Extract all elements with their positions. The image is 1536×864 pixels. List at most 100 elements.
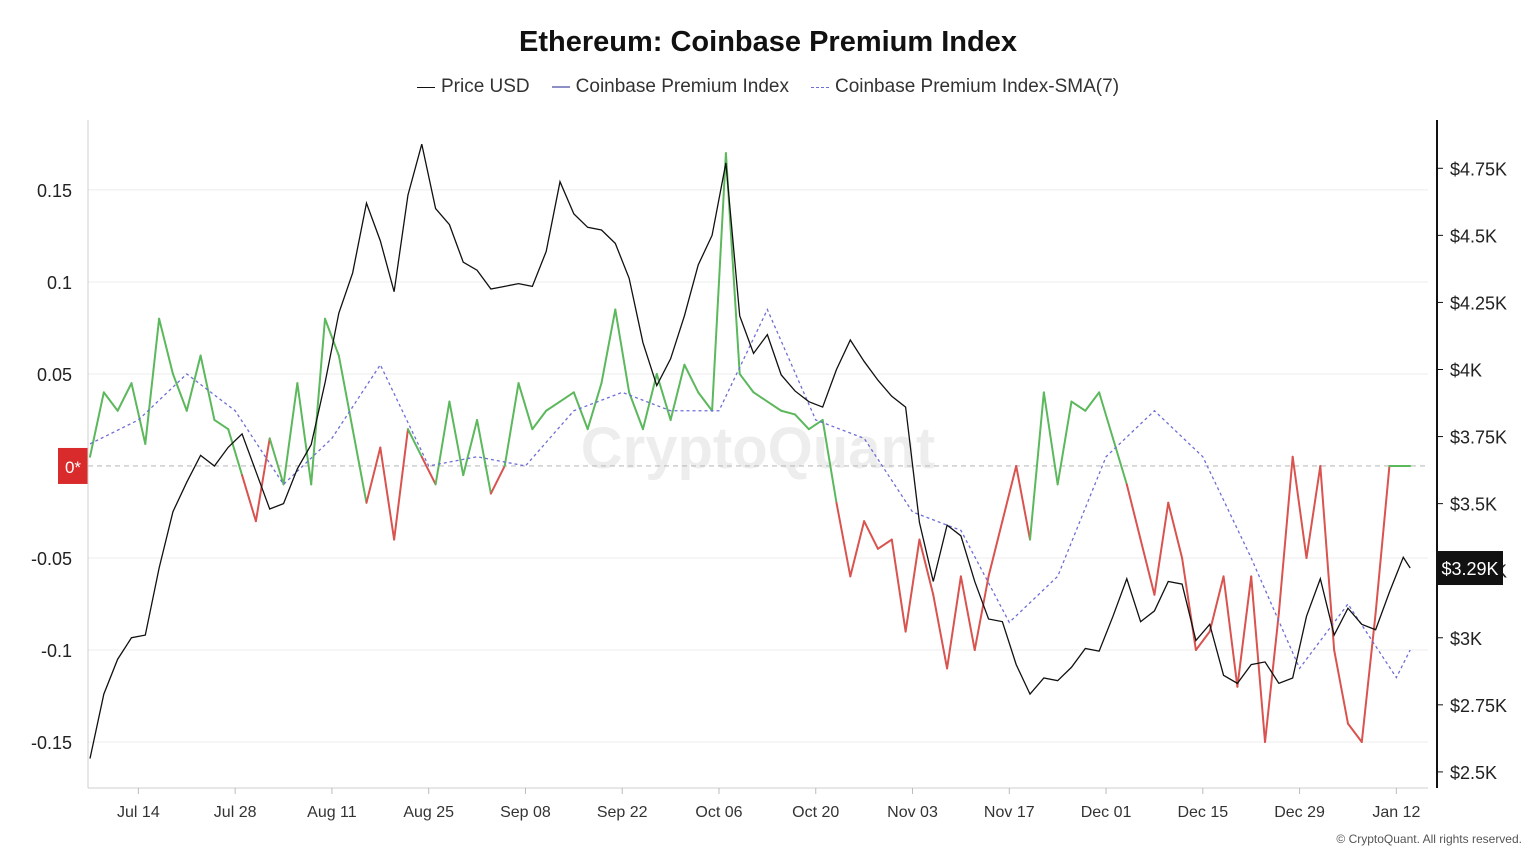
premium-segment bbox=[600, 308, 617, 385]
premium-segment bbox=[420, 455, 437, 486]
y-right-tick-label: $2.75K bbox=[1450, 696, 1507, 716]
premium-segment bbox=[1374, 464, 1391, 615]
x-tick-label: Aug 11 bbox=[307, 804, 357, 821]
premium-segment bbox=[310, 317, 327, 486]
premium-segment bbox=[102, 391, 119, 412]
y-left-tick-label: -0.15 bbox=[31, 733, 72, 753]
premium-segment bbox=[572, 391, 589, 431]
premium-segment bbox=[1250, 575, 1267, 743]
premium-segment bbox=[1070, 400, 1087, 412]
premium-segment bbox=[1125, 483, 1142, 541]
premium-segment bbox=[254, 437, 271, 523]
premium-segment bbox=[711, 152, 727, 412]
premium-segment bbox=[337, 354, 354, 431]
premium-segment bbox=[780, 409, 797, 416]
legend-label-premium: Coinbase Premium Index bbox=[575, 76, 789, 97]
premium-segment bbox=[462, 418, 479, 477]
premium-segment bbox=[752, 391, 769, 403]
copyright-footer: © CryptoQuant. All rights reserved. bbox=[1336, 832, 1522, 846]
premium-segment bbox=[932, 593, 949, 670]
x-tick-label: Aug 25 bbox=[403, 804, 454, 821]
premium-segment bbox=[1360, 612, 1377, 743]
y-left-tick-label: -0.1 bbox=[41, 641, 72, 661]
legend-swatch-price bbox=[416, 86, 435, 88]
x-tick-label: Oct 20 bbox=[792, 804, 839, 821]
premium-segment bbox=[738, 372, 755, 394]
premium-segment bbox=[683, 363, 700, 394]
premium-segment bbox=[918, 538, 935, 596]
premium-segment bbox=[641, 372, 658, 431]
premium-segment bbox=[1001, 464, 1018, 523]
premium-segment bbox=[1277, 455, 1294, 615]
legend-swatch-sma bbox=[810, 86, 829, 88]
price-line bbox=[89, 143, 1411, 759]
premium-segment bbox=[199, 354, 216, 421]
premium-segment bbox=[531, 409, 548, 431]
premium-segment bbox=[973, 575, 990, 651]
premium-segment bbox=[1181, 556, 1197, 651]
premium-segment bbox=[1333, 648, 1349, 725]
premium-segment bbox=[1056, 400, 1073, 486]
premium-segment bbox=[959, 575, 976, 651]
premium-segment bbox=[794, 413, 810, 431]
y-right-tick-label: $3K bbox=[1450, 629, 1482, 649]
premium-segment bbox=[1098, 391, 1114, 440]
premium-segment bbox=[669, 363, 686, 421]
premium-segment bbox=[1264, 612, 1280, 743]
x-tick-label: Jul 14 bbox=[117, 804, 160, 821]
legend-item-sma[interactable]: Coinbase Premium Index-SMA(7) bbox=[810, 76, 1120, 98]
premium-segment bbox=[766, 400, 783, 412]
x-tick-label: Dec 29 bbox=[1274, 804, 1325, 821]
y-left-tick-label: 0.15 bbox=[37, 181, 72, 201]
premium-segment bbox=[517, 382, 534, 431]
premium-segment bbox=[1319, 464, 1336, 651]
legend-item-premium[interactable]: Coinbase Premium Index bbox=[551, 76, 789, 98]
premium-segment bbox=[559, 391, 575, 403]
premium-segment bbox=[434, 400, 451, 486]
premium-segment bbox=[213, 418, 230, 431]
premium-segment bbox=[545, 400, 562, 412]
y-right-tick-label: $4.75K bbox=[1450, 159, 1507, 179]
premium-segment bbox=[1208, 575, 1225, 633]
y-right-tick-label: $2.5K bbox=[1450, 763, 1497, 783]
premium-segment bbox=[268, 437, 285, 486]
y-left-tick-label: 0.05 bbox=[37, 365, 72, 385]
premium-segment bbox=[987, 520, 1004, 578]
premium-segment bbox=[379, 446, 396, 541]
premium-segment bbox=[904, 538, 921, 633]
premium-segment bbox=[448, 400, 465, 477]
x-tick-label: Nov 17 bbox=[984, 804, 1035, 821]
current-price-label: $3.29K bbox=[1441, 559, 1498, 579]
zero-marker-badge bbox=[58, 447, 88, 484]
premium-segment bbox=[1305, 464, 1322, 559]
legend-item-price[interactable]: Price USD bbox=[416, 76, 530, 98]
x-tick-label: Sep 22 bbox=[597, 804, 648, 821]
legend-label-sma: Coinbase Premium Index-SMA(7) bbox=[834, 76, 1120, 97]
premium-segment bbox=[1291, 455, 1308, 559]
premium-segment bbox=[1194, 630, 1211, 651]
premium-segment bbox=[351, 428, 368, 504]
y-right-tick-label: $4.25K bbox=[1450, 293, 1507, 313]
x-tick-label: Oct 06 bbox=[695, 804, 742, 821]
legend: Price USD Coinbase Premium Index Coinbas… bbox=[0, 76, 1536, 98]
premium-segment bbox=[876, 538, 893, 550]
premium-segment bbox=[849, 520, 866, 578]
y-right-tick-label: $3.5K bbox=[1450, 495, 1497, 515]
premium-segment bbox=[171, 372, 188, 412]
premium-segment bbox=[130, 382, 147, 445]
y-right-tick-label: $3.75K bbox=[1450, 428, 1507, 448]
watermark-text: CryptoQuant bbox=[581, 416, 935, 481]
premium-segment bbox=[489, 464, 506, 495]
legend-swatch-premium bbox=[551, 86, 570, 88]
premium-segment bbox=[1042, 391, 1059, 486]
premium-segment bbox=[1111, 437, 1128, 486]
current-price-badge bbox=[1437, 551, 1503, 586]
x-tick-label: Dec 15 bbox=[1177, 804, 1228, 821]
premium-segment bbox=[863, 520, 879, 550]
premium-segment bbox=[1015, 464, 1032, 541]
premium-segment bbox=[241, 474, 257, 523]
premium-segment bbox=[1139, 538, 1156, 596]
x-tick-label: Dec 01 bbox=[1081, 804, 1132, 821]
chart-title: Ethereum: Coinbase Premium Index bbox=[519, 26, 1017, 58]
